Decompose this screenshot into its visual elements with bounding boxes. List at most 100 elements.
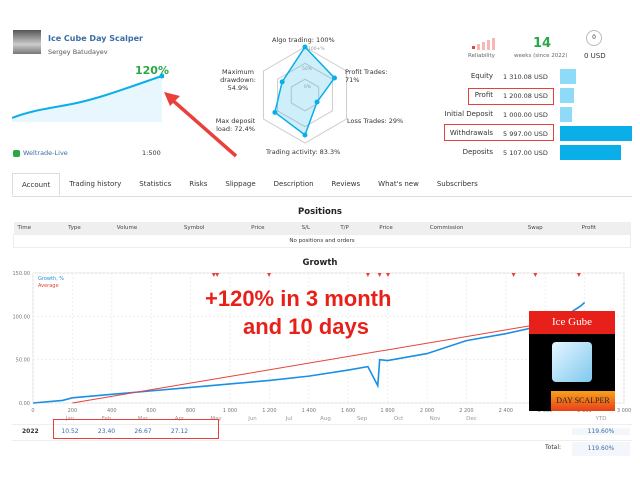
tab-subscribers[interactable]: Subscribers: [436, 180, 478, 188]
stat-bar: [560, 126, 632, 141]
column-header: Commission: [425, 222, 524, 235]
logo-top-text: Ice Gube: [529, 311, 615, 334]
stat-value: 1 310.08 USD: [503, 73, 548, 81]
tab-trading-history[interactable]: Trading history: [69, 180, 122, 188]
stat-value: 5 997.00 USD: [503, 130, 548, 138]
radar-label-load: Max deposit load: 72.4%: [215, 117, 256, 133]
radar-ring-label: 100+%: [308, 46, 325, 52]
ytd-header: YTD: [595, 416, 607, 422]
legend-growth: Growth, %: [38, 276, 64, 282]
y-tick-label: 150.00: [13, 271, 31, 277]
overlay-text-2: and 10 days: [243, 314, 369, 339]
x-tick-label: 0: [31, 408, 34, 414]
radar-area: [274, 45, 336, 137]
stat-value: 1 200.08 USD: [503, 92, 548, 100]
tab-slippage[interactable]: Slippage: [225, 180, 256, 188]
x-tick-label: 800: [186, 408, 196, 414]
broker-link[interactable]: Weltrade-Live: [23, 149, 68, 157]
stat-label: Profit: [474, 91, 493, 99]
reliability-icon: [472, 38, 495, 50]
radar-point: [272, 109, 278, 115]
stat-label: Initial Deposit: [444, 110, 493, 118]
ytd-value: 119.60%: [572, 428, 630, 435]
radar-chart: 100+% 50% 0%: [262, 44, 348, 144]
radar-label-loss: Loss Trades: 29%: [347, 117, 404, 125]
x-tick-label: 1 200: [262, 408, 276, 414]
positions-empty: No positions and orders: [13, 234, 631, 248]
months-highlight: [53, 419, 219, 439]
x-tick-label: 2 400: [499, 408, 513, 414]
column-header: Type: [64, 222, 113, 235]
tab-account[interactable]: Account: [12, 173, 61, 196]
month-header: Oct: [393, 416, 404, 422]
x-tick-label: 2 600: [538, 408, 552, 414]
column-header: Price: [375, 222, 426, 235]
avatar: [13, 30, 41, 54]
x-tick-label: 2 000: [420, 408, 434, 414]
tab-what-s-new[interactable]: What's new: [378, 180, 419, 188]
red-arrow: [164, 92, 238, 158]
event-marker: [365, 273, 370, 277]
radar-point: [302, 132, 308, 138]
reliability-label: Reliability: [468, 53, 495, 59]
column-header: Price: [247, 222, 298, 235]
column-header: Volume: [112, 222, 180, 235]
month-header: Jun: [248, 416, 257, 422]
author-name[interactable]: Sergey Batudayev: [48, 48, 108, 56]
radar-point: [302, 44, 308, 50]
radar-label-algo: Algo trading: 100%: [272, 36, 335, 44]
logo-bottom-text: DAY SCALPER: [551, 391, 615, 411]
x-tick-label: 2 200: [459, 408, 473, 414]
stat-value: 1 000.00 USD: [503, 111, 548, 119]
event-marker: [511, 273, 516, 277]
column-header: Time: [13, 222, 65, 235]
tab-description[interactable]: Description: [273, 180, 314, 188]
row-divider: [12, 424, 632, 425]
tab-risks[interactable]: Risks: [189, 180, 208, 188]
y-tick-label: 50.00: [16, 358, 30, 364]
y-tick-label: 100.00: [13, 314, 31, 320]
ice-cube-icon: [552, 342, 592, 382]
x-tick-label: 2 800: [577, 408, 591, 414]
event-marker: [211, 273, 216, 277]
radar-point: [314, 99, 320, 105]
stat-label: Withdrawals: [449, 129, 493, 137]
signal-title[interactable]: Ice Cube Day Scalper: [48, 34, 143, 43]
x-tick-label: 600: [146, 408, 156, 414]
profit-highlight: [468, 88, 554, 105]
tab-bar: Account Trading history Statistics Risks Sli…: [12, 173, 632, 197]
growth-title: Growth: [302, 258, 338, 268]
x-tick-label: 1 000: [223, 408, 237, 414]
stat-label: Equity: [470, 72, 493, 80]
y-tick-label: 0.00: [19, 401, 30, 407]
event-marker: [385, 273, 390, 277]
radar-label-activity: Trading activity: 83.3%: [266, 148, 341, 156]
withdrawals-highlight: [444, 124, 554, 141]
series-line-average: [72, 322, 546, 404]
month-value: 27.12: [170, 428, 189, 435]
event-marker: [533, 273, 538, 277]
column-header: Profit: [577, 222, 631, 235]
radar-label-profit: Profit Trades: 71%: [345, 68, 388, 84]
event-marker: [267, 273, 272, 277]
month-header: Aug: [320, 416, 331, 422]
month-value: 23.40: [97, 428, 116, 435]
weeks-value: 14: [533, 36, 552, 51]
event-marker: [215, 273, 220, 277]
tab-statistics[interactable]: Statistics: [139, 180, 172, 188]
radar-ring-label: 50%: [302, 66, 313, 72]
stat-bar: [560, 88, 575, 103]
x-tick-label: 1 800: [380, 408, 394, 414]
mini-growth-value: 120%: [135, 64, 169, 77]
month-header: Sep: [356, 416, 368, 422]
tab-reviews[interactable]: Reviews: [331, 180, 361, 188]
event-marker: [377, 273, 382, 277]
x-tick-label: 1 600: [341, 408, 355, 414]
radar-ring-label: 0%: [304, 84, 312, 90]
positions-title: Positions: [298, 207, 342, 217]
growth-chart: 0 200 400 600 800 1 000 1 200 1 400 1 600 1 800 2 …: [13, 271, 632, 414]
month-value: 26.67: [134, 428, 152, 435]
stat-bar: [560, 107, 572, 122]
positions-table: Time Type Volume Symbol Price S/L T/P Price Comm…: [13, 222, 631, 248]
x-tick-label: 200: [68, 408, 78, 414]
